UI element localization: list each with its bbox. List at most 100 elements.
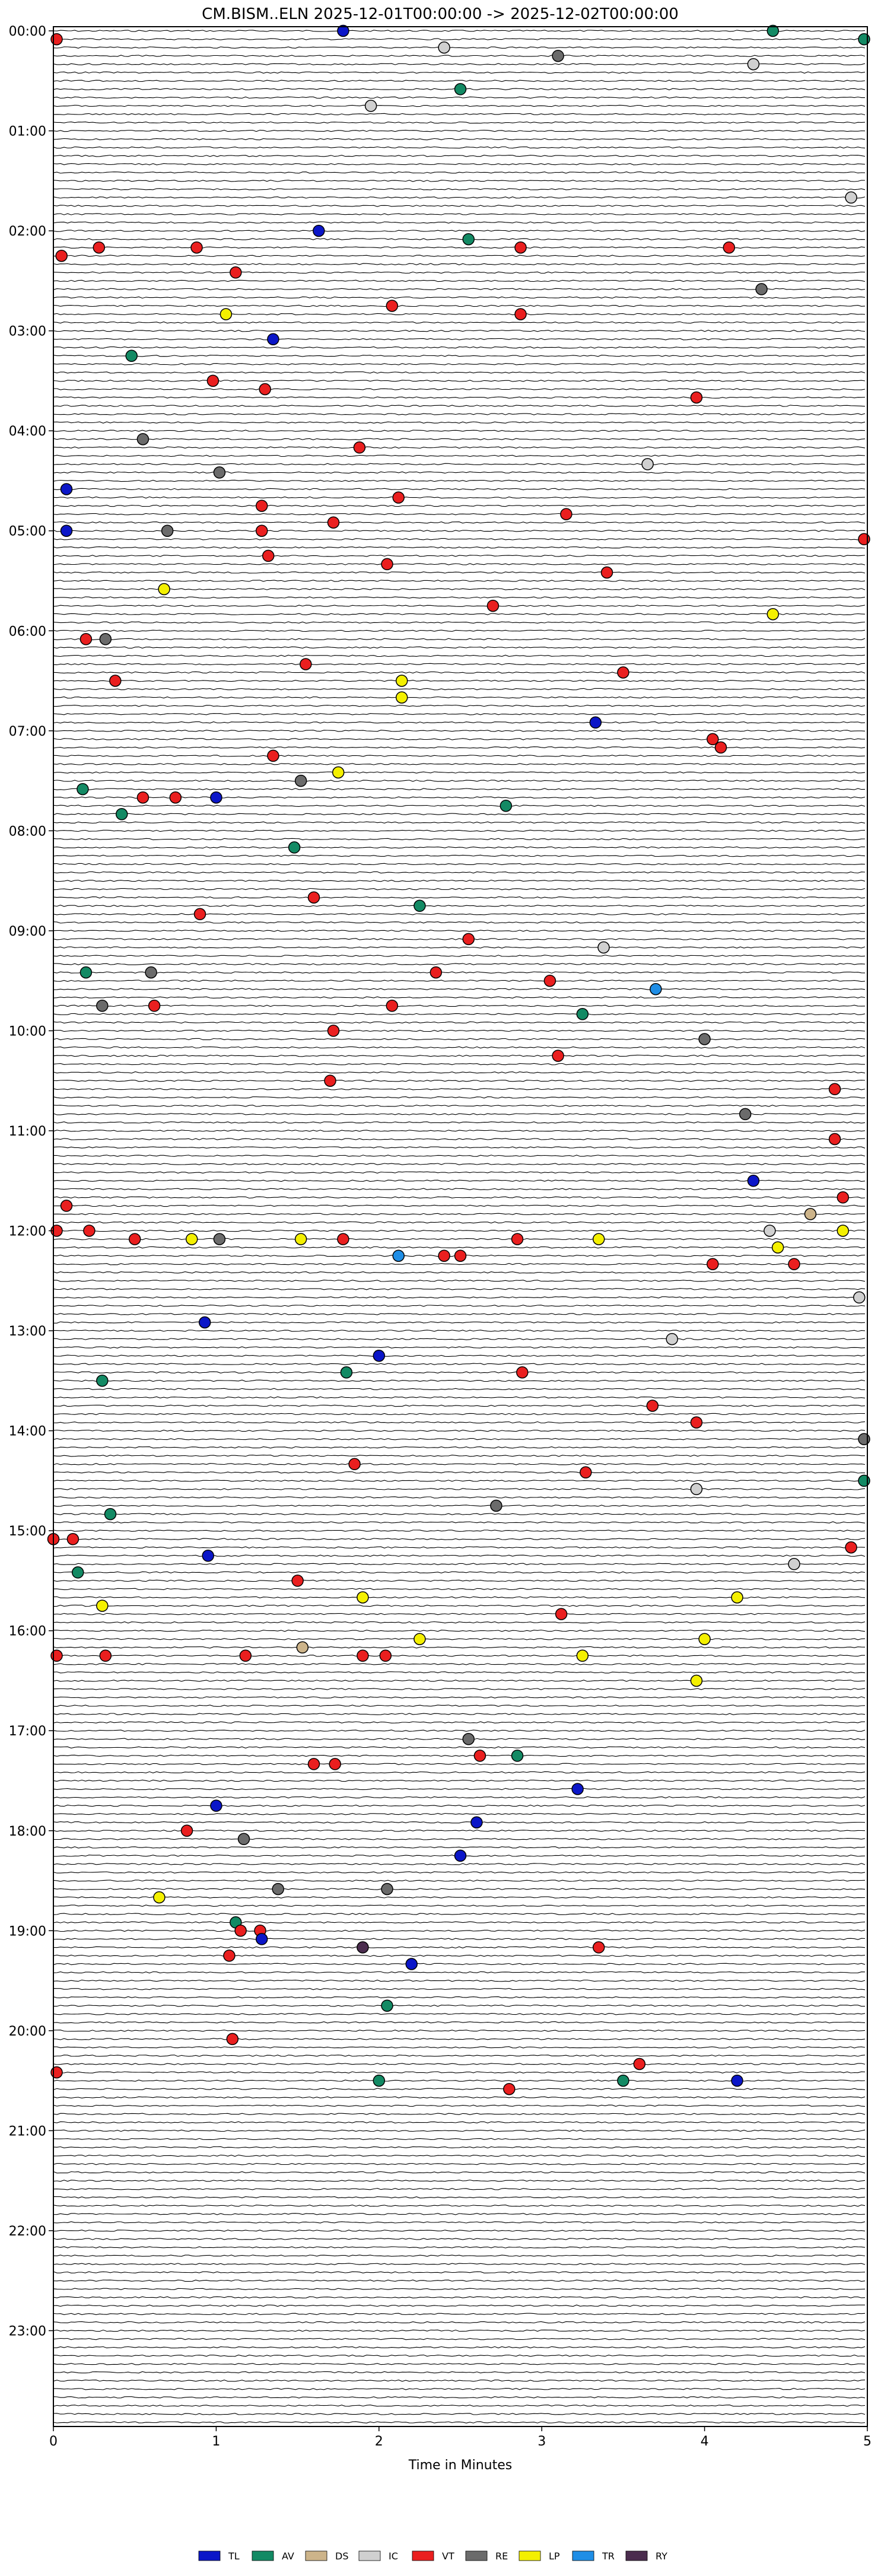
trace-row [53,629,866,632]
trace-row [53,2413,866,2415]
event-marker [543,974,556,987]
trace-row [53,463,866,466]
trace-row [53,804,866,807]
event-marker [650,982,662,996]
legend-swatch [305,2550,327,2561]
event-marker [93,241,106,254]
event-marker [198,1316,211,1329]
legend-label: TL [228,2550,240,2562]
event-marker [210,791,222,804]
trace-row [53,255,866,257]
trace-row [53,488,866,491]
event-marker [136,432,150,446]
trace-row [53,2013,866,2015]
trace-row [53,2146,866,2149]
trace-row [53,1588,866,1591]
trace-row [53,1171,866,1173]
event-marker [296,1641,309,1654]
event-marker [125,349,138,362]
event-marker [50,1649,63,1662]
trace-row [53,1488,866,1490]
trace-row [53,1729,866,1732]
trace-row [53,1121,866,1124]
trace-row [53,38,866,40]
trace-row [53,2230,866,2232]
trace-row [53,2271,866,2273]
legend-swatch [358,2550,381,2561]
event-marker [845,1541,857,1554]
event-marker [500,799,513,812]
trace-row [53,1538,866,1540]
event-marker [329,1758,341,1770]
trace-row [53,1505,866,1507]
chart-title: CM.BISM..ELN 2025-12-01T00:00:00 -> 2025… [202,5,679,23]
trace-row [53,1796,866,1799]
trace-row [53,613,866,615]
trace-row [53,1196,866,1199]
event-marker [161,524,174,537]
trace-row [53,71,866,74]
trace-row [53,871,866,874]
trace-row [53,2104,866,2107]
event-marker [555,1608,568,1620]
event-marker [747,58,760,71]
trace-row [53,296,866,299]
event-marker [357,1591,369,1604]
event-marker [255,524,268,537]
trace-row [53,721,866,724]
event-marker [373,2074,386,2087]
trace-row [53,730,866,732]
trace-row [53,205,866,207]
event-marker [66,1532,79,1545]
legend-swatch [412,2550,434,2561]
trace-row [53,2113,866,2116]
trace-row [53,963,866,965]
trace-row [53,1371,866,1374]
event-marker [230,266,242,279]
event-marker [262,549,275,562]
trace-row [53,1071,866,1074]
trace-row [53,688,866,691]
trace-row [53,1421,866,1424]
trace-row [53,738,866,740]
legend-label: TR [602,2550,615,2562]
event-marker [272,1882,284,1896]
trace-row [53,1379,866,1382]
trace-row [53,279,866,282]
event-marker [511,1750,524,1762]
trace-row [53,2179,866,2182]
trace-row [53,996,866,998]
trace-row [53,838,866,841]
trace-row [53,955,866,957]
trace-row [53,271,866,274]
trace-row [53,1013,866,1016]
event-marker [576,1008,589,1020]
trace-row [53,55,866,57]
trace-row [53,2354,866,2357]
event-marker [381,1882,393,1896]
y-tick-label: 09:00 [9,924,46,939]
event-marker [837,1225,850,1237]
event-marker [788,1258,800,1270]
trace-row [53,1363,866,1365]
trace-row [53,1105,866,1107]
event-marker [128,1233,141,1245]
y-tick-label: 00:00 [9,24,46,39]
event-marker [288,841,301,854]
trace-row [53,2279,866,2282]
event-marker [60,483,73,495]
trace-row [53,121,866,124]
trace-row [53,371,866,374]
trace-row [53,346,866,349]
event-marker [300,658,312,670]
trace-row [53,479,866,482]
event-marker [788,1558,800,1570]
trace-row [53,388,866,390]
trace-row [53,1763,866,1766]
trace-row [53,2055,866,2057]
y-tick-label: 23:00 [9,2324,46,2339]
trace-row [53,438,866,440]
trace-row [53,1271,866,1274]
trace-row [53,2221,866,2224]
trace-row [53,2371,866,2374]
